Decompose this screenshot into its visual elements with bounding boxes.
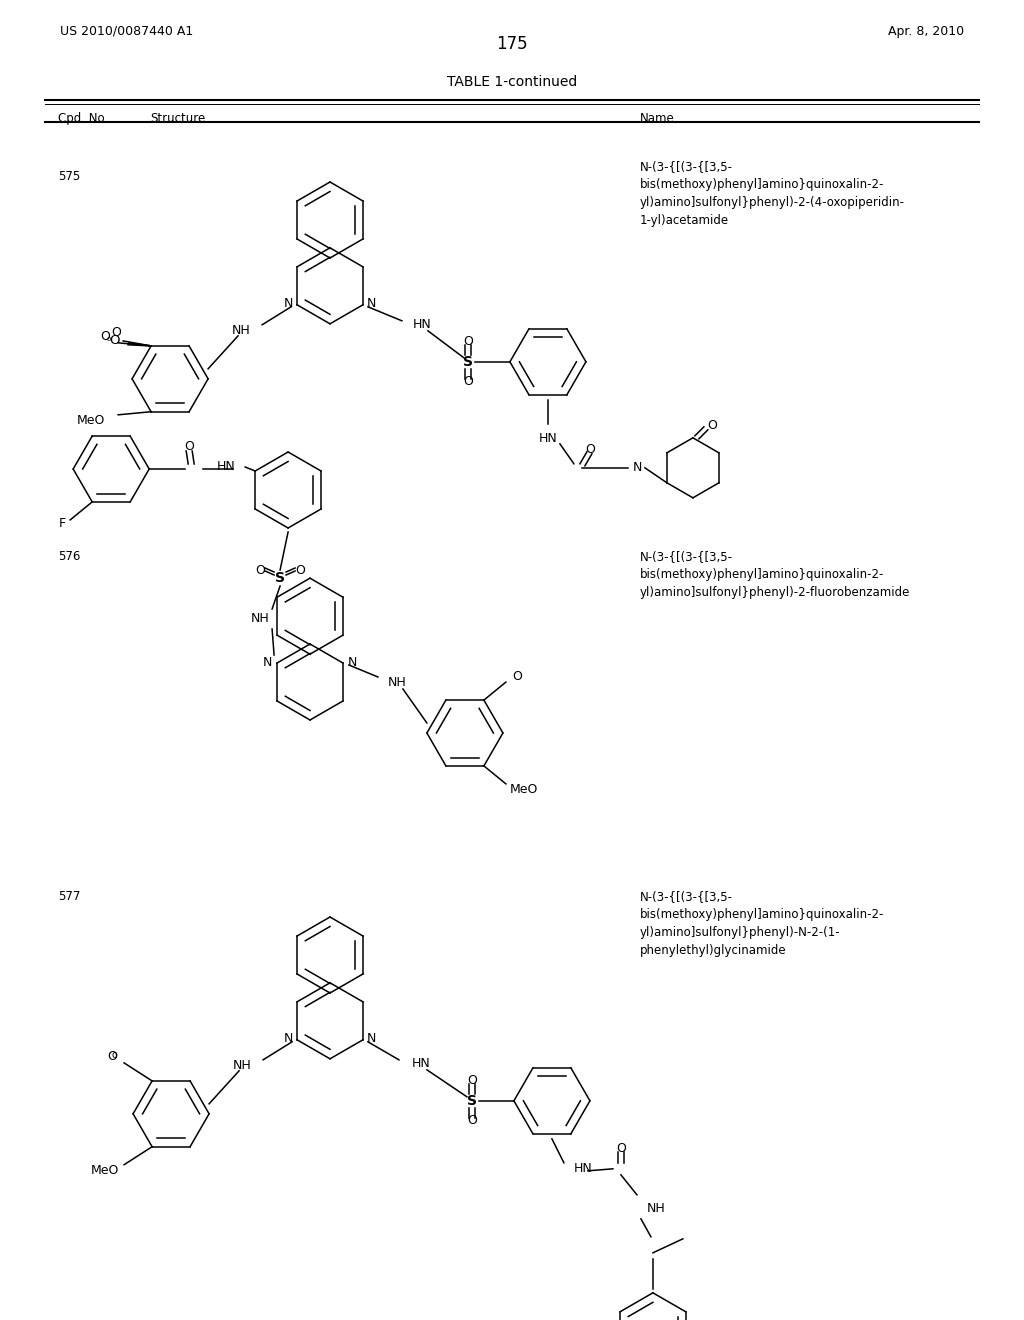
Text: O: O [707, 420, 717, 433]
Text: NH: NH [388, 676, 407, 689]
Text: O: O [467, 1074, 477, 1088]
Text: S: S [467, 1094, 477, 1107]
Text: MeO: MeO [77, 414, 105, 428]
Text: NH: NH [250, 612, 269, 626]
Text: O: O [512, 669, 522, 682]
Text: HN: HN [412, 1057, 431, 1071]
Text: MeO: MeO [91, 1164, 119, 1177]
Text: NH: NH [231, 325, 250, 338]
Text: O: O [108, 1051, 117, 1064]
Text: O: O [463, 375, 473, 388]
Text: HN: HN [573, 1163, 593, 1175]
Text: O: O [184, 441, 195, 454]
Text: N: N [284, 1032, 293, 1045]
Text: HN: HN [413, 318, 432, 331]
Text: N: N [367, 297, 376, 310]
Text: N-(3-{[(3-{[3,5-
bis(methoxy)phenyl]amino}quinoxalin-2-
yl)amino]sulfonyl}phenyl: N-(3-{[(3-{[3,5- bis(methoxy)phenyl]amin… [640, 550, 910, 599]
Text: O: O [255, 564, 265, 577]
Text: O: O [295, 564, 305, 577]
Text: N: N [367, 1032, 376, 1045]
Text: HN: HN [539, 432, 557, 445]
Text: O: O [100, 330, 111, 343]
Text: N: N [263, 656, 272, 668]
Text: N-(3-{[(3-{[3,5-
bis(methoxy)phenyl]amino}quinoxalin-2-
yl)amino]sulfonyl}phenyl: N-(3-{[(3-{[3,5- bis(methoxy)phenyl]amin… [640, 160, 905, 227]
Text: O: O [463, 335, 473, 348]
Text: Cpd. No.: Cpd. No. [58, 112, 109, 125]
Text: NH: NH [647, 1203, 666, 1216]
Text: Structure: Structure [150, 112, 205, 125]
Text: F: F [59, 517, 67, 531]
Text: 577: 577 [58, 890, 80, 903]
Text: O: O [585, 444, 595, 457]
Text: MeO: MeO [510, 783, 539, 796]
Text: O: O [616, 1142, 626, 1155]
Text: S: S [463, 355, 473, 368]
Text: Name: Name [640, 112, 675, 125]
Text: O: O [467, 1114, 477, 1127]
Text: O: O [110, 334, 120, 347]
Text: US 2010/0087440 A1: US 2010/0087440 A1 [60, 25, 194, 38]
Text: N: N [633, 461, 643, 474]
Text: 175: 175 [497, 36, 527, 53]
Text: N: N [284, 297, 293, 310]
Text: TABLE 1-continued: TABLE 1-continued [446, 75, 578, 88]
Text: NH: NH [232, 1060, 251, 1072]
Text: 576: 576 [58, 550, 80, 564]
Text: o: o [106, 335, 112, 342]
Text: 575: 575 [58, 170, 80, 183]
Text: N: N [348, 656, 357, 668]
Text: Apr. 8, 2010: Apr. 8, 2010 [888, 25, 964, 38]
Text: o: o [112, 1049, 117, 1060]
Text: S: S [275, 572, 285, 585]
Text: O: O [112, 326, 121, 339]
Text: N-(3-{[(3-{[3,5-
bis(methoxy)phenyl]amino}quinoxalin-2-
yl)amino]sulfonyl}phenyl: N-(3-{[(3-{[3,5- bis(methoxy)phenyl]amin… [640, 890, 885, 957]
Text: HN: HN [216, 459, 236, 473]
